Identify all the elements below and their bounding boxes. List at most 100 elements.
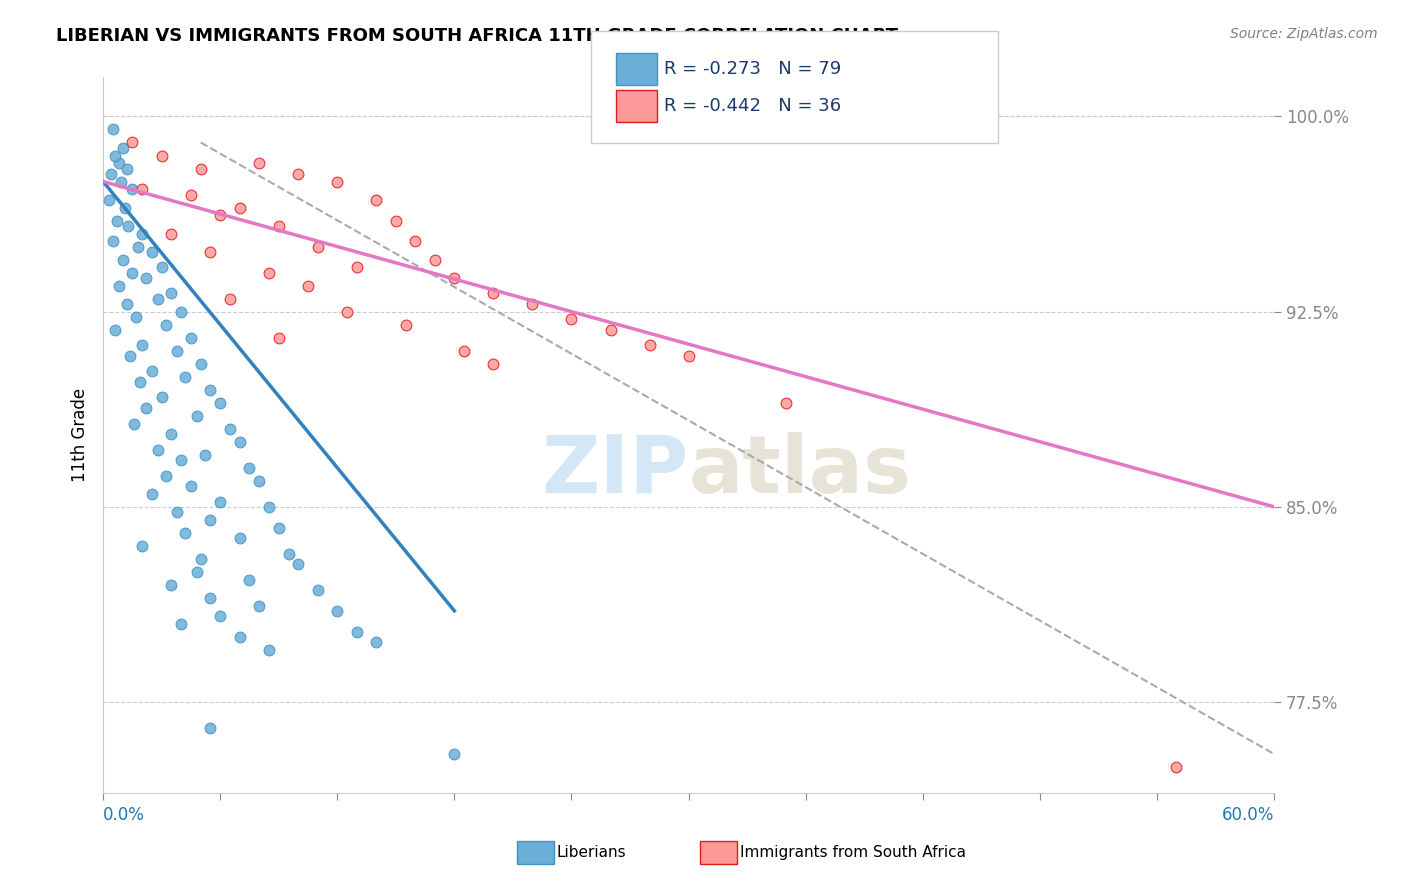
- Point: [482, 357, 505, 371]
- Point: [129, 375, 152, 389]
- Point: [135, 401, 157, 415]
- Point: [160, 578, 183, 592]
- Point: [105, 213, 128, 227]
- Point: [107, 156, 129, 170]
- Point: [190, 357, 212, 371]
- Point: [257, 643, 280, 657]
- Point: [131, 539, 153, 553]
- Point: [170, 453, 193, 467]
- Point: [141, 487, 163, 501]
- Point: [141, 364, 163, 378]
- Text: ZIP: ZIP: [541, 432, 689, 510]
- Point: [229, 434, 252, 449]
- Point: [146, 442, 169, 457]
- Point: [366, 193, 388, 207]
- Point: [209, 609, 232, 624]
- Point: [155, 468, 177, 483]
- Point: [166, 343, 188, 358]
- Point: [638, 338, 661, 352]
- Point: [247, 156, 270, 170]
- Point: [131, 338, 153, 352]
- Point: [110, 174, 132, 188]
- Point: [287, 167, 309, 181]
- Point: [522, 297, 544, 311]
- Point: [423, 252, 446, 267]
- Point: [336, 304, 359, 318]
- Point: [180, 331, 202, 345]
- Point: [166, 505, 188, 519]
- Point: [257, 500, 280, 514]
- Point: [131, 182, 153, 196]
- Point: [100, 167, 122, 181]
- Point: [180, 479, 202, 493]
- Point: [124, 417, 146, 431]
- Text: Source: ZipAtlas.com: Source: ZipAtlas.com: [1230, 27, 1378, 41]
- Point: [238, 573, 260, 587]
- Point: [111, 252, 134, 267]
- Point: [135, 270, 157, 285]
- Point: [229, 201, 252, 215]
- Point: [200, 383, 222, 397]
- Text: R = -0.273   N = 79: R = -0.273 N = 79: [664, 60, 841, 78]
- Point: [307, 239, 329, 253]
- Point: [200, 591, 222, 605]
- Point: [120, 349, 142, 363]
- Point: [160, 286, 183, 301]
- Text: Liberians: Liberians: [557, 846, 627, 860]
- Point: [115, 297, 138, 311]
- Point: [155, 318, 177, 332]
- Point: [775, 395, 797, 409]
- Point: [453, 343, 475, 358]
- Point: [194, 448, 217, 462]
- Point: [219, 422, 242, 436]
- Point: [121, 136, 143, 150]
- Point: [209, 494, 232, 508]
- Point: [174, 525, 197, 540]
- Point: [114, 201, 136, 215]
- Point: [146, 292, 169, 306]
- Point: [257, 266, 280, 280]
- Point: [238, 460, 260, 475]
- Point: [104, 323, 127, 337]
- Point: [1166, 760, 1188, 774]
- Point: [599, 323, 621, 337]
- Point: [160, 426, 183, 441]
- Point: [190, 161, 212, 176]
- Point: [219, 292, 242, 306]
- Point: [307, 582, 329, 597]
- Point: [277, 547, 299, 561]
- Point: [346, 624, 368, 639]
- Point: [121, 182, 143, 196]
- Point: [247, 599, 270, 613]
- Point: [150, 391, 173, 405]
- Point: [104, 148, 127, 162]
- Point: [117, 219, 139, 233]
- Point: [101, 122, 124, 136]
- Point: [678, 349, 700, 363]
- Point: [107, 278, 129, 293]
- Text: R = -0.442   N = 36: R = -0.442 N = 36: [664, 97, 841, 115]
- Text: 0.0%: 0.0%: [103, 806, 145, 824]
- Point: [200, 244, 222, 259]
- Point: [326, 174, 349, 188]
- Point: [101, 235, 124, 249]
- Point: [366, 635, 388, 649]
- Point: [150, 148, 173, 162]
- Point: [443, 747, 465, 761]
- Point: [385, 213, 408, 227]
- Point: [287, 557, 309, 571]
- Point: [229, 531, 252, 545]
- Point: [127, 239, 149, 253]
- Point: [443, 270, 465, 285]
- Point: [190, 551, 212, 566]
- Point: [394, 318, 416, 332]
- Text: LIBERIAN VS IMMIGRANTS FROM SOUTH AFRICA 11TH GRADE CORRELATION CHART: LIBERIAN VS IMMIGRANTS FROM SOUTH AFRICA…: [56, 27, 898, 45]
- Point: [247, 474, 270, 488]
- Point: [209, 208, 232, 222]
- Point: [404, 235, 426, 249]
- Point: [121, 266, 143, 280]
- Point: [186, 565, 208, 579]
- Point: [186, 409, 208, 423]
- Point: [115, 161, 138, 176]
- Point: [170, 304, 193, 318]
